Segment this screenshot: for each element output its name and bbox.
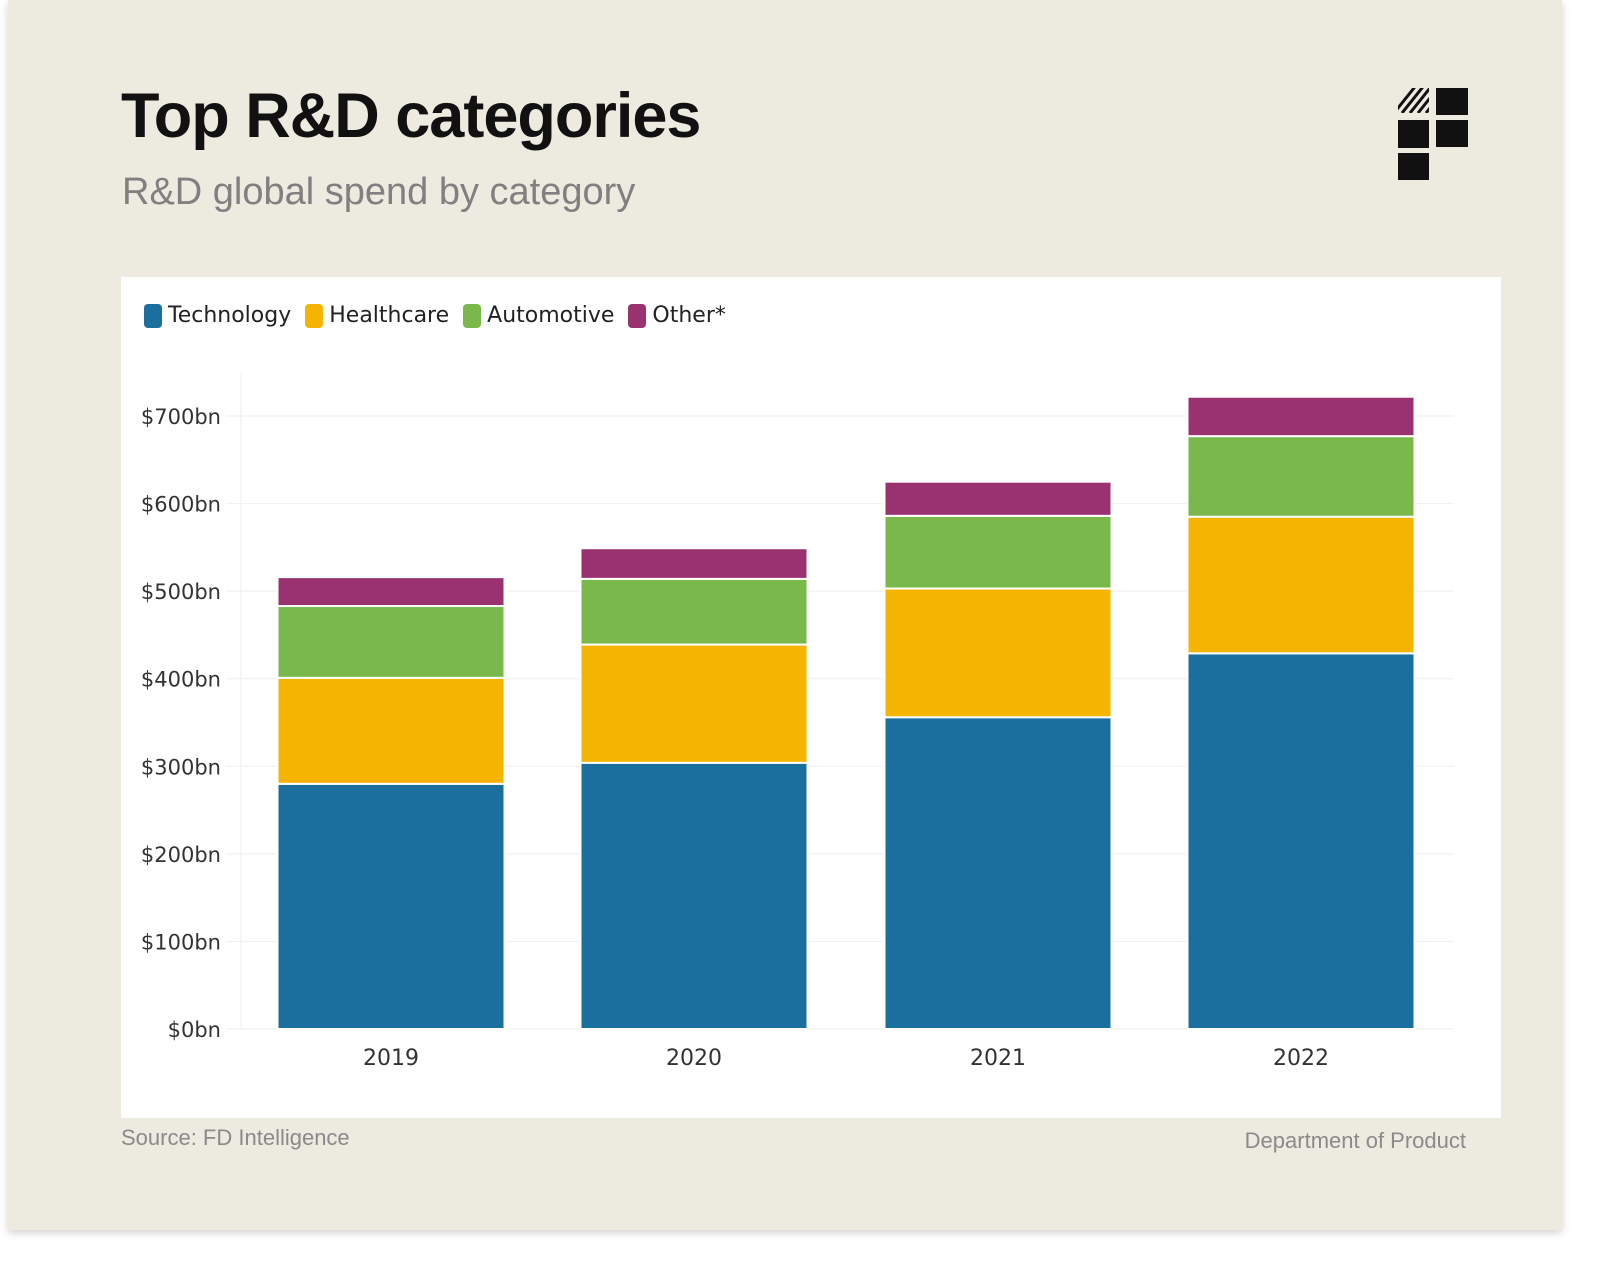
bar-segment-healthcare-2020: [579, 643, 809, 764]
bar-segment-other-2020: [579, 547, 809, 580]
x-tick-label: 2021: [970, 1046, 1026, 1071]
legend-item-other: Other*: [628, 303, 726, 328]
bar-segment-technology-2022: [1186, 652, 1416, 1030]
bar-segment-automotive-2019: [276, 605, 506, 679]
bar-segment-technology-2020: [579, 761, 809, 1030]
y-tick-label: $0bn: [168, 1018, 221, 1042]
bar-segment-automotive-2022: [1186, 435, 1416, 518]
y-tick-label: $400bn: [141, 668, 221, 692]
y-tick-label: $200bn: [141, 843, 221, 867]
legend-swatch-healthcare: [305, 303, 324, 328]
x-tick-label: 2022: [1273, 1046, 1329, 1071]
x-tick-label: 2019: [363, 1046, 419, 1071]
chart-legend: Technology Healthcare Automotive Other*: [144, 303, 740, 328]
bar-segment-automotive-2020: [579, 577, 809, 646]
bar-segment-other-2022: [1186, 395, 1416, 438]
chart-panel: Technology Healthcare Automotive Other* …: [121, 277, 1501, 1118]
legend-swatch-other: [628, 303, 647, 328]
publisher-credit: Department of Product: [1244, 1128, 1466, 1153]
bar-segment-healthcare-2022: [1186, 515, 1416, 655]
legend-item-technology: Technology: [144, 303, 291, 328]
legend-label-other: Other*: [652, 303, 726, 328]
y-tick-label: $100bn: [141, 930, 221, 954]
bar-segment-technology-2019: [276, 782, 506, 1030]
y-tick-label: $500bn: [141, 580, 221, 604]
bar-segment-healthcare-2019: [276, 676, 506, 785]
legend-label-automotive: Automotive: [487, 303, 615, 328]
legend-label-technology: Technology: [168, 303, 292, 328]
legend-item-automotive: Automotive: [463, 303, 614, 328]
legend-label-healthcare: Healthcare: [329, 303, 450, 328]
bar-segment-other-2019: [276, 576, 506, 608]
y-tick-label: $700bn: [141, 405, 221, 429]
source-note: Source: FD Intelligence: [121, 1125, 350, 1150]
page-title: Top R&D categories: [121, 81, 701, 151]
x-tick-label: 2020: [666, 1046, 722, 1071]
page-subtitle: R&D global spend by category: [122, 171, 636, 213]
department-of-product-logo-icon: [1398, 88, 1468, 180]
stacked-bar-chart: $0bn $100bn $200bn $300bn $400bn $500bn $600bn…: [141, 373, 1454, 1071]
legend-swatch-technology: [144, 303, 162, 328]
bar-segment-healthcare-2021: [883, 587, 1113, 719]
bar-segment-automotive-2021: [883, 514, 1113, 590]
bar-segment-technology-2021: [883, 716, 1113, 1030]
legend-item-healthcare: Healthcare: [305, 303, 449, 328]
legend-swatch-automotive: [463, 303, 482, 328]
bar-segment-other-2021: [883, 480, 1113, 517]
y-tick-label: $300bn: [141, 755, 221, 779]
y-tick-label: $600bn: [141, 493, 221, 517]
chart-card: Top R&D categories R&D global spend by c…: [8, 0, 1562, 1230]
